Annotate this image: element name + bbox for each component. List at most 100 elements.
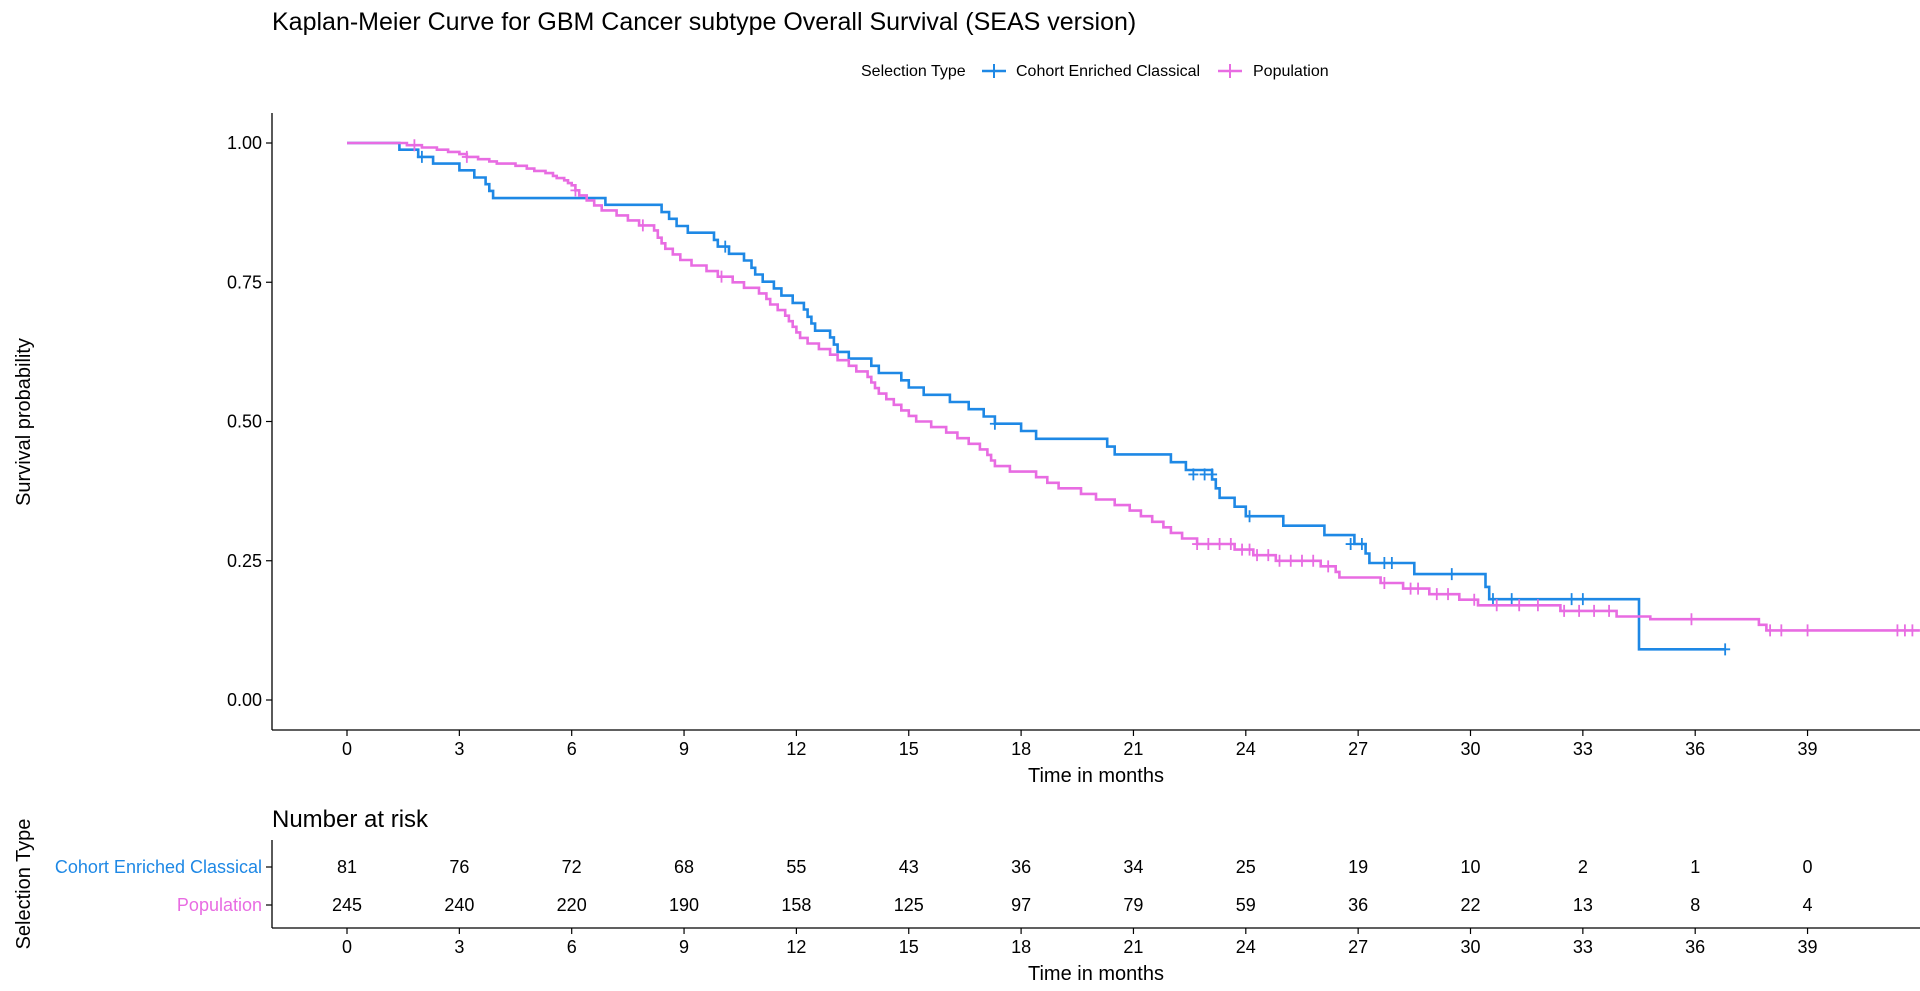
risk-cell: 43 (899, 857, 919, 877)
censor-mark-population (1431, 588, 1442, 601)
risk-x-tick-label: 18 (1011, 937, 1031, 957)
x-tick-label: 0 (342, 739, 352, 759)
censor-mark-population (1296, 554, 1307, 567)
risk-cell: 4 (1803, 895, 1813, 915)
risk-table-title: Number at risk (272, 806, 429, 833)
censor-mark-population (637, 219, 648, 232)
risk-row-label-population: Population (177, 895, 262, 915)
x-tick-label: 6 (567, 739, 577, 759)
legend-label-cohort: Cohort Enriched Classical (1016, 63, 1200, 80)
x-tick-label: 18 (1011, 739, 1031, 759)
y-tick-label: 0.50 (227, 412, 262, 432)
censor-mark-cohort (720, 240, 731, 253)
censor-mark-population (1285, 554, 1296, 567)
censor-mark-population (1192, 538, 1203, 551)
x-axis-label: Time in months (1028, 765, 1164, 787)
x-tick-label: 39 (1798, 739, 1818, 759)
x-tick-label: 3 (454, 739, 464, 759)
risk-x-tick-label: 12 (786, 937, 806, 957)
legend-item-cohort: Cohort Enriched Classical (982, 63, 1200, 80)
y-tick-label: 0.00 (227, 690, 262, 710)
censor-mark-population (1308, 554, 1319, 567)
risk-x-tick-label: 0 (342, 937, 352, 957)
risk-cell: 125 (894, 895, 924, 915)
risk-row-label-cohort: Cohort Enriched Classical (55, 857, 262, 877)
risk-cell: 81 (337, 857, 357, 877)
risk-table-y-axis-label: Selection Type (13, 819, 35, 950)
risk-cell: 72 (562, 857, 582, 877)
x-tick-label: 9 (679, 739, 689, 759)
censor-mark-population (409, 139, 420, 152)
censor-mark-cohort (1207, 468, 1218, 481)
x-tick-label: 33 (1573, 739, 1593, 759)
censor-mark-population (1907, 624, 1918, 637)
risk-cell: 36 (1348, 895, 1368, 915)
y-tick-label: 0.25 (227, 551, 262, 571)
x-tick-label: 24 (1236, 739, 1256, 759)
risk-cell: 59 (1236, 895, 1256, 915)
survival-curve-cohort (347, 141, 1726, 651)
risk-table: Number at risk Cohort Enriched Classical… (13, 806, 1920, 985)
legend-label-population: Population (1253, 63, 1329, 80)
x-tick-label: 36 (1685, 739, 1705, 759)
censor-mark-cohort (989, 417, 1000, 430)
risk-x-tick-label: 39 (1798, 937, 1818, 957)
risk-cell: 158 (781, 895, 811, 915)
censor-mark-population (1532, 599, 1543, 612)
risk-x-tick-label: 24 (1236, 937, 1256, 957)
risk-x-tick-label: 6 (567, 937, 577, 957)
risk-cell: 190 (669, 895, 699, 915)
risk-x-tick-label: 33 (1573, 937, 1593, 957)
censor-mark-population (1263, 549, 1274, 562)
legend-title: Selection Type (861, 63, 966, 80)
censor-mark-population (1776, 624, 1787, 637)
survival-curve-population (347, 141, 1920, 632)
survival-curves (347, 139, 1920, 656)
risk-cell: 19 (1348, 857, 1368, 877)
risk-cell: 0 (1803, 857, 1813, 877)
censor-mark-population (1686, 613, 1697, 626)
risk-table-x-ticks: 0 3 6 9 12 15 18 21 24 27 30 33 36 39 (342, 928, 1818, 957)
censor-mark-cohort (1577, 593, 1588, 606)
censor-mark-population (1604, 604, 1615, 617)
censor-mark-cohort (1720, 643, 1731, 656)
censor-mark-population (570, 184, 581, 197)
censor-mark-cohort (1487, 593, 1498, 606)
risk-table-x-axis-label: Time in months (1028, 963, 1164, 985)
risk-cell: 55 (786, 857, 806, 877)
censor-mark-population (1252, 549, 1263, 562)
risk-cell: 1 (1690, 857, 1700, 877)
risk-cell: 34 (1123, 857, 1143, 877)
censor-mark-population (1514, 599, 1525, 612)
risk-cell: 13 (1573, 895, 1593, 915)
survival-plot: 0.000.250.500.751.00 0 3 6 9 12 15 18 21 24 27 30 3… (13, 113, 1920, 787)
censor-mark-population (1559, 604, 1570, 617)
censor-mark-population (1379, 577, 1390, 590)
censor-mark-cohort (1386, 556, 1397, 569)
risk-x-tick-label: 30 (1460, 937, 1480, 957)
risk-cell: 36 (1011, 857, 1031, 877)
x-tick-label: 27 (1348, 739, 1368, 759)
censor-mark-population (1214, 538, 1225, 551)
risk-x-tick-label: 27 (1348, 937, 1368, 957)
risk-cell: 2 (1578, 857, 1588, 877)
censor-mark-cohort (1345, 538, 1356, 551)
y-tick-label: 1.00 (227, 133, 262, 153)
censor-mark-cohort (1566, 593, 1577, 606)
censor-mark-population (1244, 543, 1255, 556)
censor-mark-population (1802, 624, 1813, 637)
risk-cell: 22 (1460, 895, 1480, 915)
censor-mark-cohort (416, 150, 427, 163)
censor-mark-population (1574, 604, 1585, 617)
risk-cell: 245 (332, 895, 362, 915)
x-tick-label: 12 (786, 739, 806, 759)
censor-mark-cohort (1356, 538, 1367, 551)
censor-mark-population (1274, 554, 1285, 567)
censor-mark-population (716, 270, 727, 283)
risk-x-tick-label: 9 (679, 937, 689, 957)
risk-cell: 76 (449, 857, 469, 877)
risk-cell: 240 (444, 895, 474, 915)
censor-mark-cohort (1188, 468, 1199, 481)
